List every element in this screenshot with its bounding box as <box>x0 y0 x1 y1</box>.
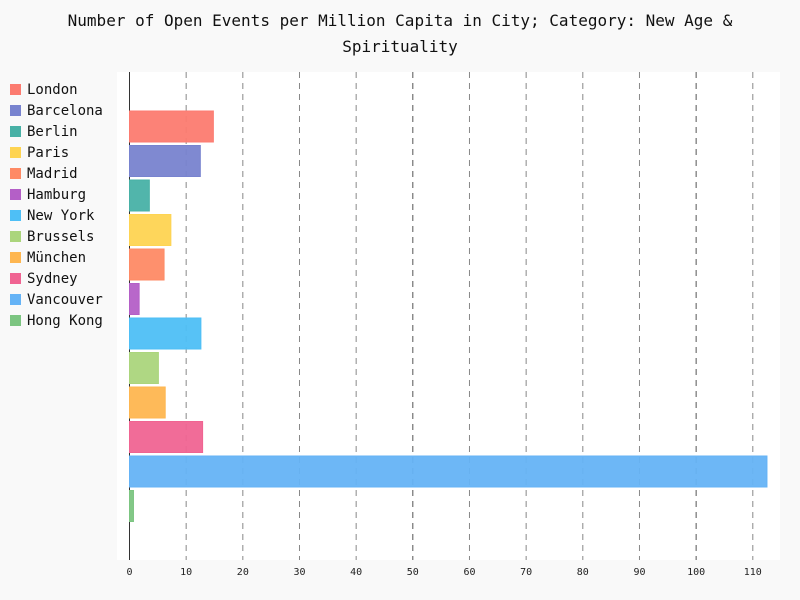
legend-item-paris[interactable]: Paris <box>10 142 103 163</box>
x-tick-label-110: 110 <box>744 567 762 578</box>
chart-title: Number of Open Events per Million Capita… <box>0 8 800 60</box>
chart-title-line-1: Number of Open Events per Million Capita… <box>67 11 733 30</box>
legend-swatch <box>10 147 21 158</box>
x-tick-label-10: 10 <box>180 567 192 578</box>
bar-brussels <box>129 352 159 384</box>
legend-label: Sydney <box>27 270 78 287</box>
chart-title-line-2: Spirituality <box>342 37 458 56</box>
legend-label: Madrid <box>27 165 78 182</box>
legend-swatch <box>10 126 21 137</box>
bar-hamburg <box>129 283 140 315</box>
legend-label: Brussels <box>27 228 95 245</box>
legend-item-berlin[interactable]: Berlin <box>10 121 103 142</box>
x-tick-label-90: 90 <box>633 567 645 578</box>
bar-munchen <box>129 386 166 419</box>
legend-label: Berlin <box>27 123 78 140</box>
bar-new-york <box>129 317 202 350</box>
legend-item-london[interactable]: London <box>10 79 103 100</box>
legend-swatch <box>10 168 21 179</box>
legend-item-barcelona[interactable]: Barcelona <box>10 100 103 121</box>
legend-item-new-york[interactable]: New York <box>10 205 103 226</box>
legend-label: Paris <box>27 144 70 161</box>
bar-paris <box>129 214 172 246</box>
legend-swatch <box>10 294 21 305</box>
legend-swatch <box>10 315 21 326</box>
legend-label: Barcelona <box>27 102 103 119</box>
legend-item-brussels[interactable]: Brussels <box>10 226 103 247</box>
x-tick-label-40: 40 <box>350 567 362 578</box>
x-tick-label-50: 50 <box>407 567 419 578</box>
legend-item-vancouver[interactable]: Vancouver <box>10 289 103 310</box>
legend-item-sydney[interactable]: Sydney <box>10 268 103 289</box>
legend-swatch <box>10 252 21 263</box>
legend-swatch <box>10 105 21 116</box>
legend-swatch <box>10 231 21 242</box>
legend-item-madrid[interactable]: Madrid <box>10 163 103 184</box>
legend-swatch <box>10 189 21 200</box>
x-tick-label-100: 100 <box>687 567 705 578</box>
legend-swatch <box>10 210 21 221</box>
legend-label: Vancouver <box>27 291 103 308</box>
legend-label: London <box>27 81 78 98</box>
legend-label: Hamburg <box>27 186 87 203</box>
x-tick-label-70: 70 <box>520 567 532 578</box>
bar-london <box>129 110 214 143</box>
x-tick-label-0: 0 <box>126 567 132 578</box>
legend-swatch <box>10 84 21 95</box>
legend-item-hong-kong[interactable]: Hong Kong <box>10 310 103 331</box>
x-tick-label-80: 80 <box>577 567 589 578</box>
legend-label: New York <box>27 207 95 224</box>
legend-item-hamburg[interactable]: Hamburg <box>10 184 103 205</box>
bar-madrid <box>129 248 165 281</box>
bar-sydney <box>129 421 204 453</box>
bar-vancouver <box>129 455 768 488</box>
legend-swatch <box>10 273 21 284</box>
bar-barcelona <box>129 145 201 177</box>
bar-berlin <box>129 179 150 212</box>
legend-label: München <box>27 249 87 266</box>
chart-legend: London Barcelona Berlin Paris Madrid Hamburg N… <box>10 79 103 331</box>
x-tick-label-60: 60 <box>463 567 475 578</box>
legend-item-munchen[interactable]: München <box>10 247 103 268</box>
x-tick-label-30: 30 <box>293 567 305 578</box>
legend-label: Hong Kong <box>27 312 103 329</box>
bar-hong-kong <box>129 490 134 522</box>
x-tick-label-20: 20 <box>237 567 249 578</box>
